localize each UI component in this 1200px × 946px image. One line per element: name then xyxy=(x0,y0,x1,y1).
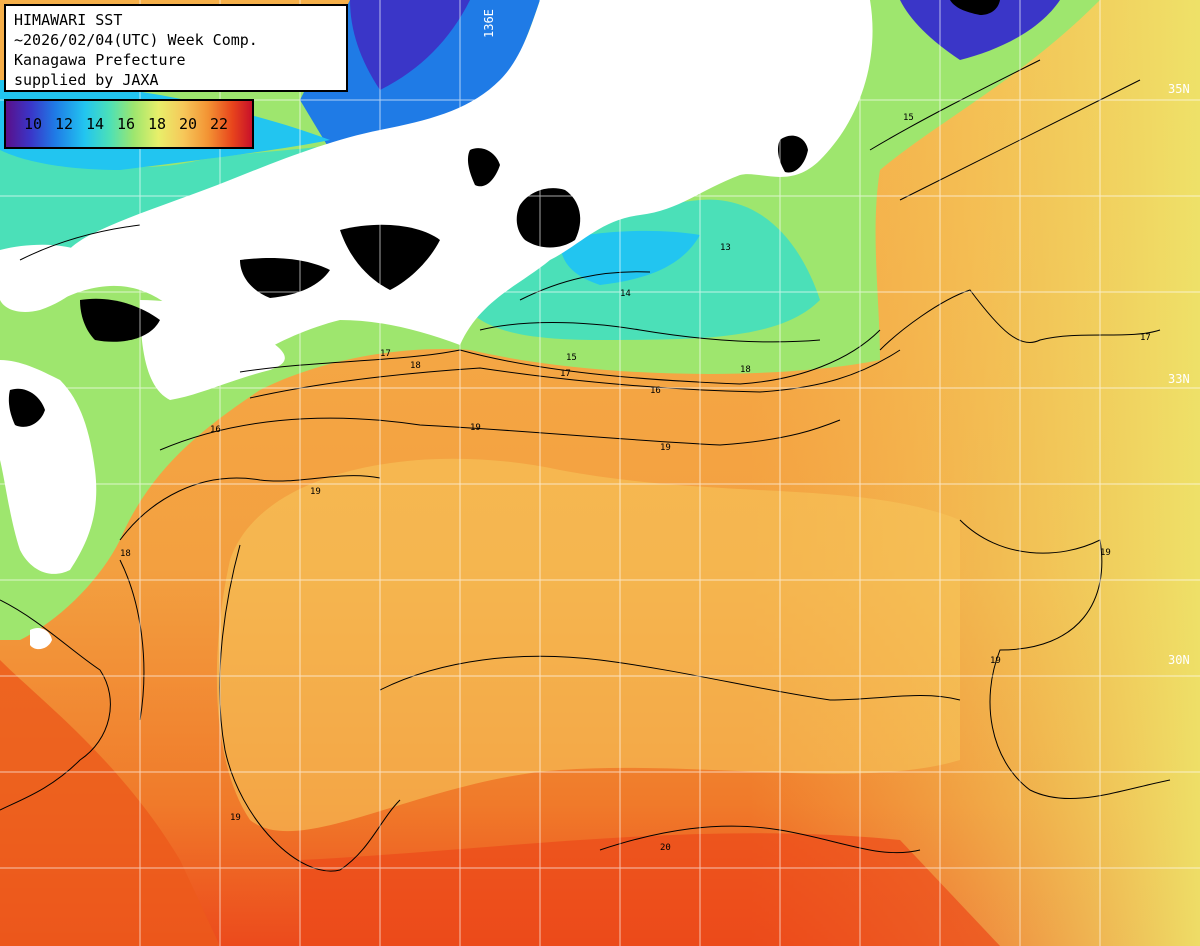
hot-band xyxy=(0,660,220,946)
lon-label-136e: 136E xyxy=(482,9,496,38)
color-legend: 10 12 14 16 18 20 22 xyxy=(4,99,254,149)
contour-label-15: 15 xyxy=(903,113,914,123)
contour-label-14: 14 xyxy=(620,289,631,299)
contour-label-17: 17 xyxy=(1140,333,1151,343)
hot-band-south xyxy=(300,833,1000,946)
contour-label-18: 18 xyxy=(740,365,751,375)
no-data-north xyxy=(950,0,1000,15)
lat-label-left: 33 xyxy=(10,372,25,386)
land-island-small xyxy=(30,628,52,650)
contour-label-16: 16 xyxy=(650,386,661,396)
contour-label-16: 16 xyxy=(210,425,221,435)
yellow-plume xyxy=(216,458,960,832)
map-credit: supplied by JAXA xyxy=(14,71,159,89)
map-info-box: HIMAWARI SST ~2026/02/04(UTC) Week Comp.… xyxy=(4,4,348,92)
no-data-osaka xyxy=(340,224,440,290)
contour-label-19: 19 xyxy=(470,423,481,433)
contour-label-17: 17 xyxy=(380,349,391,359)
no-data-kyushu xyxy=(8,388,46,427)
contour-label-18: 18 xyxy=(410,361,421,371)
map-region: Kanagawa Prefecture xyxy=(14,51,186,69)
legend-tick: 14 xyxy=(86,115,105,133)
contour-labels: 19 19 19 19 19 19 18 18 18 17 17 17 16 1… xyxy=(120,113,1151,853)
contour-label-19: 19 xyxy=(1100,548,1111,558)
contour-label-15: 15 xyxy=(566,353,577,363)
land-north-west xyxy=(0,244,100,312)
legend-tick: 12 xyxy=(55,115,74,133)
no-data-boso xyxy=(777,135,808,173)
legend-tick: 16 xyxy=(117,115,136,133)
contour-label-18: 18 xyxy=(120,549,131,559)
lat-label-35n: 35N xyxy=(1168,82,1190,96)
no-data-inland xyxy=(240,258,330,298)
contour-label-20: 20 xyxy=(660,843,671,853)
no-data-tokyo-bay xyxy=(516,188,581,248)
land-shikoku xyxy=(140,300,285,400)
contour-label-19: 19 xyxy=(990,656,1001,666)
map-title: HIMAWARI SST xyxy=(14,11,123,29)
lat-label-30n: 30N xyxy=(1168,653,1190,667)
cool-sea-sagami xyxy=(560,230,700,285)
contour-label-19: 19 xyxy=(310,487,321,497)
contour-label-19: 19 xyxy=(230,813,241,823)
legend-tick: 20 xyxy=(179,115,198,133)
legend-tick: 10 xyxy=(24,115,43,133)
contour-label-17: 17 xyxy=(560,369,571,379)
contour-label-13: 13 xyxy=(720,243,731,253)
legend-tick: 18 xyxy=(148,115,167,133)
legend-tick: 22 xyxy=(210,115,229,133)
map-date: ~2026/02/04(UTC) Week Comp. xyxy=(14,31,258,49)
no-data-suruga xyxy=(467,148,500,187)
contour-label-19: 19 xyxy=(660,443,671,453)
lat-label-33n: 33N xyxy=(1168,372,1190,386)
